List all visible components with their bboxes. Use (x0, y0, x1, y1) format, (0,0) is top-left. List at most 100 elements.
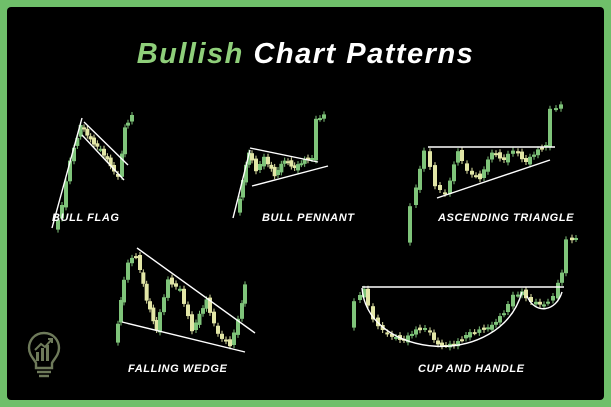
cup-handle-candle (410, 333, 414, 336)
bull-flag-candle (95, 143, 100, 147)
cup-handle-candle (366, 288, 370, 306)
falling-wedge-candle (162, 297, 166, 313)
asc-triangle-candle (448, 180, 452, 194)
bull-pennant-candle (254, 158, 258, 172)
falling-wedge-candle (232, 332, 236, 345)
falling-wedge-candle (174, 283, 178, 287)
asc-triangle-candle (502, 157, 506, 160)
cup-handle-candle (452, 343, 456, 346)
asc-triangle-candle (418, 168, 422, 190)
cup-handle-candle (436, 340, 440, 345)
falling-wedge-candle (190, 314, 194, 332)
falling-wedge-candle (216, 325, 220, 334)
flag-lower-trendline (81, 134, 125, 181)
asc-triangle-candle (498, 152, 502, 159)
falling-wedge-candle (154, 320, 159, 330)
pennant-pole-trendline (232, 149, 251, 219)
asc-triangle-candle (428, 151, 432, 167)
bull-flag-candle (82, 127, 86, 130)
flagpole-trendline (51, 117, 83, 229)
asc-triangle-candle (438, 185, 442, 190)
bull-pennant-candle (286, 161, 290, 164)
falling-wedge-candle (182, 288, 186, 304)
cup-handle-candle (394, 336, 398, 339)
bull-pennant-pattern (232, 111, 329, 219)
bull-flag-pattern (51, 112, 134, 233)
bull-pennant-candle (322, 114, 326, 119)
bull-pennant-candle (262, 156, 266, 167)
asc-triangle-candle (408, 206, 412, 243)
cup-handle-candle (524, 289, 528, 299)
asc-triangle-candle (443, 192, 447, 195)
falling-wedge-candle (178, 288, 182, 291)
handle-curve (526, 291, 563, 310)
cup-handle-candle (464, 335, 468, 339)
asc-triangle-candle (511, 150, 515, 154)
wedge-lower-trendline (121, 321, 246, 353)
title-accent: Bullish (136, 38, 244, 70)
asc-triangle-candle (528, 156, 532, 165)
cup-handle-candle (529, 297, 533, 302)
triangle-support-line (436, 159, 551, 199)
falling-wedge-candle (148, 301, 152, 310)
falling-wedge-candle (170, 277, 174, 285)
cup-handle-candle (570, 237, 574, 241)
bull-pennant-candle (296, 164, 300, 171)
bull-pennant-candle (241, 180, 245, 198)
bull-pennant-candle (318, 118, 322, 121)
cup-handle-candle (432, 332, 436, 340)
falling-wedge-candle (166, 279, 170, 298)
cup-handle-candle (490, 324, 494, 330)
bull-flag-candle (130, 115, 134, 122)
cup-handle-candle (538, 301, 542, 305)
falling-wedge-candle (138, 255, 142, 270)
asc-triangle-candle (470, 170, 474, 175)
asc-triangle-candle (516, 151, 520, 154)
bull-flag-candle (78, 125, 83, 137)
bull-flag-candle (108, 157, 113, 167)
asc-triangle-candle (548, 108, 552, 148)
falling-wedge-candle (204, 299, 209, 309)
bull-flag-candle (72, 147, 76, 162)
bull-flag-candle (98, 148, 103, 151)
cup-handle-candle (418, 327, 422, 331)
cup-handle-candle (546, 301, 550, 304)
asc-triangle-candle (554, 108, 558, 111)
cup-handle-candle (511, 294, 515, 307)
bull-flag-candle (56, 219, 60, 230)
bull-flag-candle (126, 122, 130, 126)
bull-flag-candle (112, 165, 116, 172)
cup-handle-candle (472, 332, 477, 335)
cup-handle-candle (506, 304, 510, 312)
asc-triangle-candle (482, 169, 486, 178)
falling-wedge-candle (141, 272, 146, 284)
falling-wedge-candle (197, 313, 202, 325)
cup-handle-candle (534, 301, 538, 305)
label-bull-pennant: BULL PENNANT (262, 212, 355, 224)
bull-pennant-candle (258, 164, 262, 170)
cup-handle-candle (477, 329, 482, 333)
chart-board (7, 7, 604, 400)
falling-wedge-candle (158, 312, 162, 333)
bull-flag-candle (85, 128, 90, 136)
bull-pennant-candle (247, 152, 251, 165)
cup-handle-candle (362, 288, 366, 298)
asc-triangle-candle (422, 150, 426, 169)
asc-triangle-candle (490, 152, 494, 160)
falling-wedge-candle (116, 323, 120, 343)
cup-handle-candle (371, 306, 375, 320)
falling-wedge-candle (134, 256, 138, 259)
bull-pennant-candle (279, 163, 284, 173)
falling-wedge-candle (243, 284, 247, 304)
pennant-upper-trendline (249, 147, 319, 163)
falling-wedge-candle (240, 303, 244, 319)
cup-handle-candle (440, 342, 444, 347)
cup-handle-candle (556, 282, 560, 299)
cup-handle-candle (498, 316, 502, 323)
label-cup-and-handle: CUP AND HANDLE (418, 363, 525, 375)
cup-handle-candle (468, 332, 472, 338)
bull-pennant-candle (306, 157, 310, 161)
cup-handle-candle (542, 304, 546, 307)
cup-handle-candle (482, 327, 486, 330)
